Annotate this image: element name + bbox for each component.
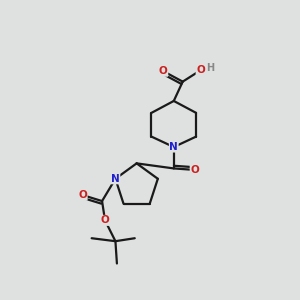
Text: O: O [196, 65, 205, 75]
Text: N: N [169, 142, 178, 152]
Text: H: H [206, 63, 214, 73]
Text: O: O [159, 66, 168, 76]
Text: O: O [190, 165, 199, 175]
Text: N: N [111, 174, 120, 184]
Text: O: O [78, 190, 87, 200]
Text: O: O [100, 215, 109, 225]
